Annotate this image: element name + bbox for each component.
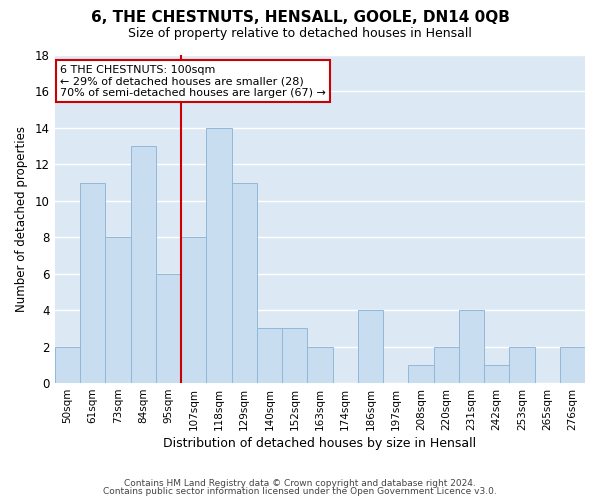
Text: 6, THE CHESTNUTS, HENSALL, GOOLE, DN14 0QB: 6, THE CHESTNUTS, HENSALL, GOOLE, DN14 0… — [91, 10, 509, 25]
Bar — [282, 328, 307, 383]
Bar — [80, 182, 106, 383]
Bar — [459, 310, 484, 383]
Bar — [358, 310, 383, 383]
Bar — [106, 238, 131, 383]
Bar — [434, 346, 459, 383]
Bar — [55, 346, 80, 383]
Bar — [257, 328, 282, 383]
Bar — [131, 146, 156, 383]
Text: Size of property relative to detached houses in Hensall: Size of property relative to detached ho… — [128, 28, 472, 40]
Bar — [181, 238, 206, 383]
Text: Contains public sector information licensed under the Open Government Licence v3: Contains public sector information licen… — [103, 487, 497, 496]
Bar — [232, 182, 257, 383]
Y-axis label: Number of detached properties: Number of detached properties — [15, 126, 28, 312]
Bar — [509, 346, 535, 383]
Bar — [484, 365, 509, 383]
Bar — [206, 128, 232, 383]
Bar — [408, 365, 434, 383]
Bar — [307, 346, 332, 383]
Bar — [156, 274, 181, 383]
Bar — [560, 346, 585, 383]
Text: 6 THE CHESTNUTS: 100sqm
← 29% of detached houses are smaller (28)
70% of semi-de: 6 THE CHESTNUTS: 100sqm ← 29% of detache… — [60, 65, 326, 98]
X-axis label: Distribution of detached houses by size in Hensall: Distribution of detached houses by size … — [163, 437, 476, 450]
Text: Contains HM Land Registry data © Crown copyright and database right 2024.: Contains HM Land Registry data © Crown c… — [124, 478, 476, 488]
